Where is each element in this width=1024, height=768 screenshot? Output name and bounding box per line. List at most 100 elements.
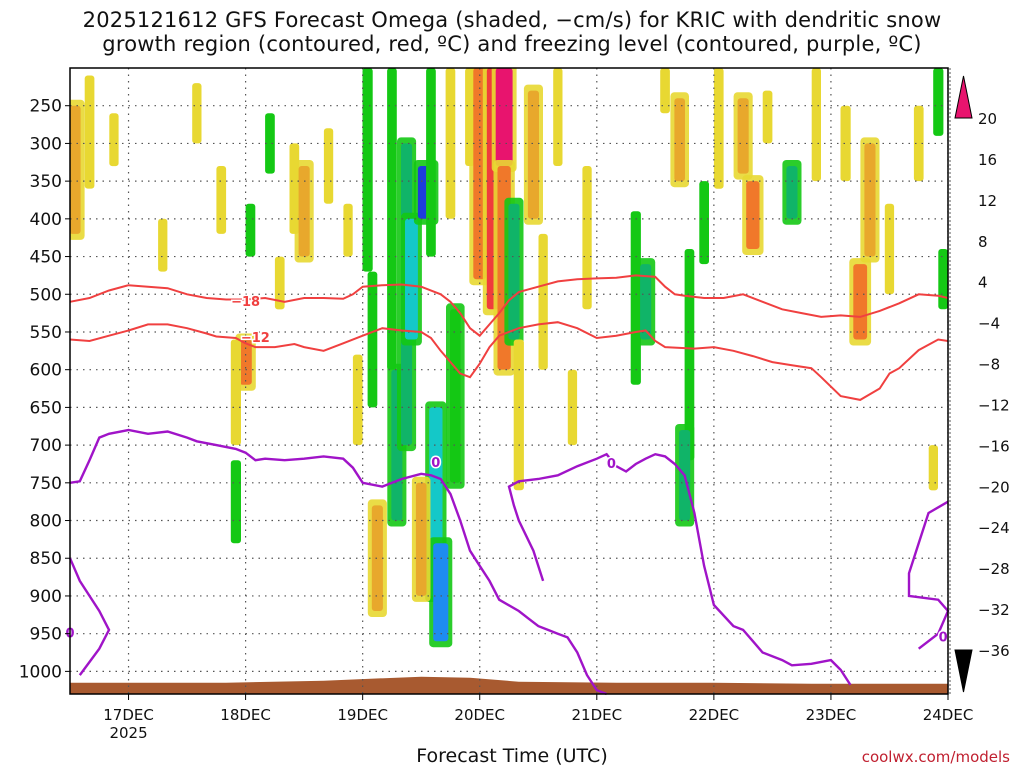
contour-label: 0	[939, 630, 948, 645]
y-tick-label: 450	[30, 248, 62, 268]
omega-cell	[840, 105, 851, 182]
contour-label: 0	[607, 457, 616, 472]
colorbar-label: −28	[978, 560, 1010, 578]
y-tick-label: 1000	[19, 662, 62, 682]
omega-cell	[737, 98, 749, 174]
source-credit: coolwx.com/models	[861, 748, 1010, 766]
omega-cell	[265, 113, 275, 174]
omega-cell	[352, 354, 363, 446]
contour-line	[907, 500, 950, 650]
omega-cell	[450, 309, 461, 483]
omega-cell	[933, 68, 944, 136]
x-tick-label: 23DEC	[806, 706, 857, 724]
omega-cell	[405, 218, 418, 340]
chart-title-line-2: growth region (contoured, red, ºC) and f…	[102, 32, 922, 56]
colorbar-label: −24	[978, 519, 1010, 537]
colorbar-label: −36	[978, 642, 1010, 660]
y-tick-label: 550	[30, 323, 62, 343]
omega-cell	[762, 90, 773, 144]
y-tick-label: 850	[30, 549, 62, 569]
colorbar-label: −8	[978, 356, 1000, 374]
omega-cell	[109, 113, 119, 167]
omega-cell	[699, 181, 709, 265]
omega-cell	[192, 83, 202, 144]
x-tick-label: 21DEC	[572, 706, 623, 724]
omega-cell	[239, 339, 252, 385]
omega-cell	[640, 264, 652, 340]
y-axis-tick-labels: 250 300 350 400 450 500 550 600 650 700 750 800 850 9…	[19, 97, 70, 682]
y-tick-label: 300	[30, 134, 62, 154]
y-tick-label: 750	[30, 474, 62, 494]
contour-line	[69, 428, 608, 696]
contour-label: 0	[431, 456, 440, 471]
omega-cell	[713, 68, 724, 189]
y-tick-label: 400	[30, 210, 62, 230]
omega-cell	[245, 203, 256, 257]
x-tick-sublabel: 2025	[109, 724, 147, 742]
omega-cell	[415, 482, 427, 596]
colorbar-over-triangle	[954, 75, 973, 119]
contour-line	[507, 452, 852, 686]
colorbar: 20 16 12 8 4 −4 −8 −12 −16 −20 −24 −28 −32 −36	[954, 75, 1010, 693]
colorbar-label: 12	[978, 192, 997, 210]
x-tick-label: 18DEC	[220, 706, 271, 724]
omega-cell	[274, 256, 285, 310]
contour-lines: −18−120 00 0	[64, 274, 950, 696]
x-tick-label: 22DEC	[689, 706, 740, 724]
omega-cell	[426, 68, 436, 257]
colorbar-under-triangle	[954, 649, 973, 693]
chart-title-line-1: 2025121612 GFS Forecast Omega (shaded, −…	[82, 8, 942, 32]
omega-cell	[527, 90, 539, 219]
omega-cell	[660, 68, 670, 114]
y-tick-label: 350	[30, 172, 62, 192]
colorbar-label: 16	[978, 151, 997, 169]
x-tick-label: 17DEC	[103, 706, 154, 724]
x-tick-label: 20DEC	[454, 706, 505, 724]
omega-cell	[811, 68, 821, 182]
omega-cell	[684, 249, 695, 461]
omega-cell	[538, 233, 548, 370]
omega-cell	[230, 460, 241, 544]
colorbar-label: −4	[978, 315, 1000, 333]
contour-line	[68, 557, 111, 676]
omega-cell	[158, 218, 168, 272]
omega-cell	[513, 339, 524, 491]
omega-cell	[495, 68, 513, 166]
omega-cell	[853, 264, 868, 340]
axes	[69, 67, 949, 695]
contour-line	[69, 321, 949, 401]
omega-cell	[746, 181, 760, 249]
x-axis-title: Forecast Time (UTC)	[416, 745, 608, 767]
y-tick-label: 600	[30, 361, 62, 381]
plot-frame	[69, 67, 949, 695]
contour-line	[69, 274, 949, 338]
omega-cell	[298, 166, 310, 257]
colorbar-label: −16	[978, 437, 1010, 455]
terrain-surface	[70, 676, 948, 694]
colorbar-label: −32	[978, 601, 1010, 619]
contour-label: −18	[231, 295, 260, 310]
omega-cell	[674, 98, 685, 182]
omega-cell	[362, 68, 373, 272]
omega-cell	[70, 105, 81, 234]
omega-cell	[938, 249, 948, 310]
colorbar-label: 8	[978, 233, 988, 251]
omega-cell	[323, 128, 334, 204]
y-tick-label: 800	[30, 512, 62, 532]
omega-cell	[343, 203, 353, 257]
omega-cell	[433, 543, 449, 642]
y-tick-label: 950	[30, 625, 62, 645]
y-tick-label: 650	[30, 398, 62, 418]
y-tick-label: 700	[30, 436, 62, 456]
x-tick-label: 24DEC	[923, 706, 974, 724]
colorbar-label: −20	[978, 478, 1010, 496]
omega-cell	[553, 68, 563, 166]
omega-cell	[367, 271, 378, 408]
y-tick-label: 250	[30, 97, 62, 117]
colorbar-label: 20	[978, 110, 997, 128]
omega-cell	[508, 203, 520, 340]
omega-cell	[371, 505, 383, 611]
omega-cell	[84, 75, 95, 189]
